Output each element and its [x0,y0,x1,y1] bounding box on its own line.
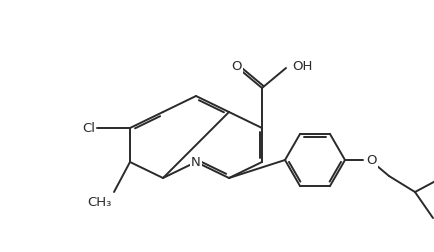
Text: N: N [191,155,201,169]
Text: CH₃: CH₃ [88,196,112,209]
Text: O: O [366,153,377,167]
Text: O: O [231,60,241,74]
Text: OH: OH [292,60,312,74]
Text: Cl: Cl [82,121,95,135]
